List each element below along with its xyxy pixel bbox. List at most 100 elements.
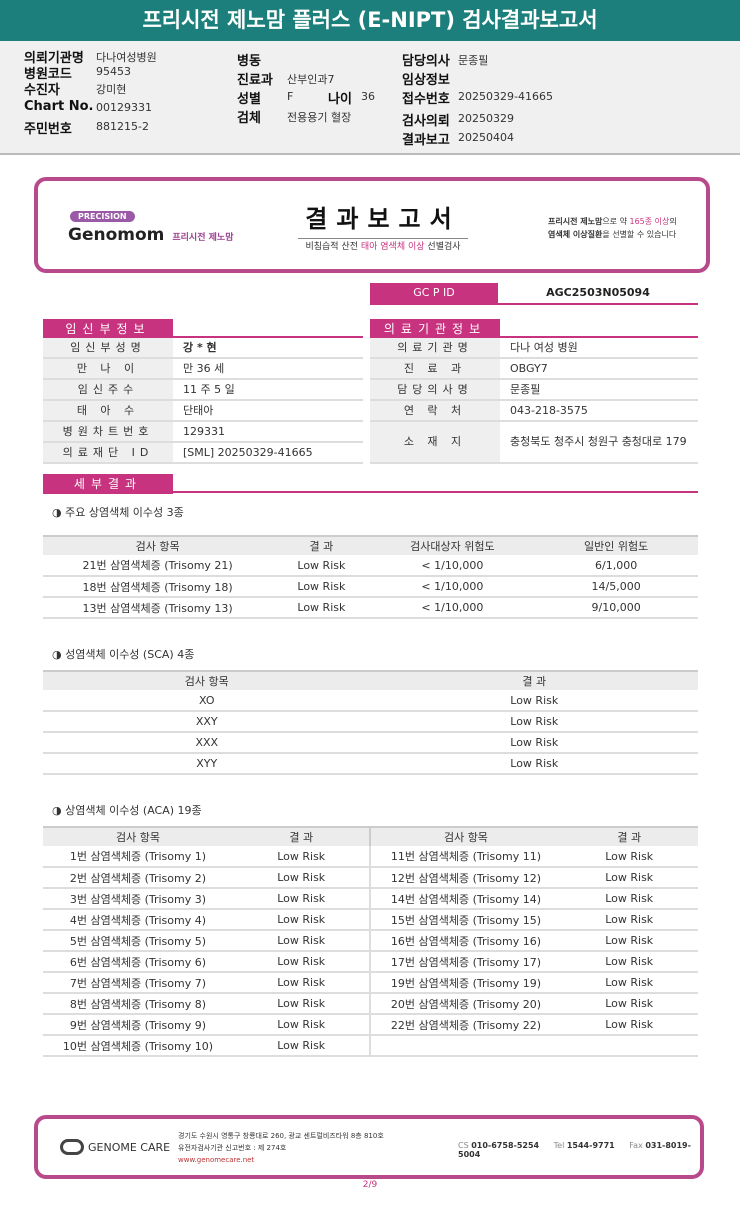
patient-label: 의료재단 ID: [43, 443, 173, 462]
table-cell: [560, 1035, 698, 1057]
sca-table: 검사 항목 결 과 XO Low Risk XXY Low Risk XXX Low Risk…: [43, 670, 698, 775]
info-value-c3-4: 20250404: [458, 131, 514, 144]
table-cell: 8번 삼염색체증 (Trisomy 8): [43, 993, 233, 1015]
order-info-panel: 의뢰기관명 다나여성병원 병원코드 95453 수진자 강미현 Chart No. 00129…: [0, 41, 740, 155]
patient-section-title: 임신부정보: [43, 319, 173, 339]
patient-value: 단태아: [183, 404, 214, 417]
table-cell: 7번 삼염색체증 (Trisomy 7): [43, 972, 233, 994]
info-value-c2-2: F: [287, 90, 294, 103]
t3: 165종 이상: [629, 217, 670, 226]
column-header: 검사 항목: [369, 826, 561, 846]
table-row: 13번 삼염색체증 (Trisomy 13) Low Risk < 1/10,000…: [43, 597, 698, 619]
footer-contacts: CS 010-6758-5254 Tel 1544-9771 Fax 031-8…: [458, 1141, 700, 1159]
column-header: 검사 항목: [43, 826, 233, 846]
table-row: 18번 삼염색체증 (Trisomy 18) Low Risk < 1/10,000…: [43, 576, 698, 598]
brand-sub: 프리시전 제노맘: [172, 233, 234, 243]
gcp-id-label: GC P ID: [370, 283, 498, 305]
table-cell: Low Risk: [232, 888, 371, 910]
clinic-row: 담당의사명 문종필: [370, 380, 698, 401]
footer-address: 경기도 수원시 영통구 창룡대로 260, 광교 센트럴비즈타워 8층 810호…: [178, 1130, 384, 1166]
genome-care-logo: GENOME CARE: [60, 1139, 170, 1155]
header-row: 검사 항목 결 과 검사대상자 위험도 일반인 위험도: [43, 535, 698, 555]
table-cell: 6번 삼염색체증 (Trisomy 6): [43, 951, 233, 973]
t5: 염색체 이상질환: [548, 230, 603, 239]
table-cell: 16번 삼염색체증 (Trisomy 16): [369, 930, 561, 952]
table-cell: Low Risk: [370, 732, 698, 754]
info-value-c2-1: 산부인과7: [287, 73, 335, 86]
clinic-label: 의료기관명: [370, 338, 500, 357]
cs-label: CS: [458, 1141, 469, 1150]
table-cell: Low Risk: [560, 846, 698, 868]
column-header: 일반인 위험도: [534, 535, 698, 555]
addr1: 경기도 수원시 영통구 창룡대로 260, 광교 센트럴비즈타워 8층 810호: [178, 1132, 384, 1140]
info-age-label: 나이: [328, 92, 352, 107]
clinic-value: 043-218-3575: [510, 404, 588, 417]
brand: Genomom: [68, 225, 165, 245]
table-cell: 15번 삼염색체증 (Trisomy 15): [369, 909, 561, 931]
t3-title: ◑ 상염색체 이수성 (ACA) 19종: [52, 804, 202, 817]
column-header: 결 과: [272, 535, 371, 555]
table-cell: 11번 삼염색체증 (Trisomy 11): [369, 846, 561, 868]
clinic-section-title: 의료기관정보: [370, 319, 500, 339]
clinic-row: 소 재 지 충청북도 청주시 청원구 충청대로 179: [370, 422, 698, 464]
column-header: 검사 항목: [43, 535, 273, 555]
table-cell: 18번 삼염색체증 (Trisomy 18): [43, 576, 273, 598]
table-cell: Low Risk: [232, 930, 371, 952]
t2: 으로 약: [602, 217, 630, 226]
header-row: 검사 항목 결 과 검사 항목 결 과: [43, 826, 698, 846]
table-cell: < 1/10,000: [370, 555, 535, 577]
table-row: 10번 삼염색체증 (Trisomy 10) Low Risk: [43, 1035, 698, 1057]
info-label-c1-4: 주민번호: [24, 122, 72, 137]
patient-row: 태 아 수 단태아: [43, 401, 363, 422]
table-cell: Low Risk: [232, 951, 371, 973]
info-value-c1-0: 다나여성병원: [96, 51, 157, 64]
table-cell: 5번 삼염색체증 (Trisomy 5): [43, 930, 233, 952]
fax-label: Fax: [629, 1141, 643, 1150]
table-row: 8번 삼염색체증 (Trisomy 8) Low Risk 20번 삼염색체증 (T…: [43, 993, 698, 1015]
patient-value: [SML] 20250329-41665: [183, 446, 313, 459]
patient-value: 강 * 현: [183, 341, 217, 354]
table-cell: 19번 삼염색체증 (Trisomy 19): [369, 972, 561, 994]
table-cell: 21번 삼염색체증 (Trisomy 21): [43, 555, 273, 577]
table-cell: Low Risk: [232, 846, 371, 868]
table-row: XYY Low Risk: [43, 753, 698, 775]
table-row: 4번 삼염색체증 (Trisomy 4) Low Risk 15번 삼염색체증 (T…: [43, 909, 698, 931]
patient-label: 임신부성명: [43, 338, 173, 357]
table-cell: 13번 삼염색체증 (Trisomy 13): [43, 597, 273, 619]
clinic-row: 의료기관명 다나 여성 병원: [370, 338, 698, 359]
table-cell: 9번 삼염색체증 (Trisomy 9): [43, 1014, 233, 1036]
clinic-label: 진 료 과: [370, 359, 500, 378]
table-cell: Low Risk: [232, 909, 371, 931]
table-row: 5번 삼염색체증 (Trisomy 5) Low Risk 16번 삼염색체증 (T…: [43, 930, 698, 952]
info-label-c3-4: 결과보고: [402, 133, 450, 148]
table-cell: Low Risk: [232, 867, 371, 889]
info-label-c2-3: 검체: [237, 111, 261, 126]
info-value-c1-2: 강미현: [96, 83, 127, 96]
clinic-label: 담당의사명: [370, 380, 500, 399]
clinic-value: OBGY7: [510, 362, 548, 375]
divider: [173, 336, 363, 338]
table-cell: [369, 1035, 561, 1057]
table-cell: Low Risk: [560, 909, 698, 931]
website-link[interactable]: www.genomecare.net: [178, 1156, 255, 1164]
divider: [173, 491, 698, 493]
patient-label: 태 아 수: [43, 401, 173, 420]
column-header: 결 과: [232, 826, 371, 846]
divider: [500, 336, 698, 338]
table-cell: 4번 삼염색체증 (Trisomy 4): [43, 909, 233, 931]
table-cell: 12번 삼염색체증 (Trisomy 12): [369, 867, 561, 889]
clinic-value: 다나 여성 병원: [510, 341, 578, 354]
info-label-c1-2: 수진자: [24, 83, 60, 98]
report-banner: PRECISION Genomom 프리시전 제노맘 결과보고서 비침습적 산전 …: [34, 177, 710, 273]
table-cell: XXY: [43, 711, 371, 733]
table-cell: Low Risk: [272, 555, 371, 577]
sub-b: 태아 염색체 이상: [360, 242, 425, 252]
table-cell: 1번 삼염색체증 (Trisomy 1): [43, 846, 233, 868]
table-cell: 2번 삼염색체증 (Trisomy 2): [43, 867, 233, 889]
genomom-logo: Genomom 프리시전 제노맘: [68, 225, 233, 245]
info-label-c1-1: 병원코드: [24, 67, 72, 82]
table-cell: XO: [43, 690, 371, 712]
table-cell: Low Risk: [272, 576, 371, 598]
table-cell: Low Risk: [560, 1014, 698, 1036]
table-cell: 9/10,000: [534, 597, 698, 619]
